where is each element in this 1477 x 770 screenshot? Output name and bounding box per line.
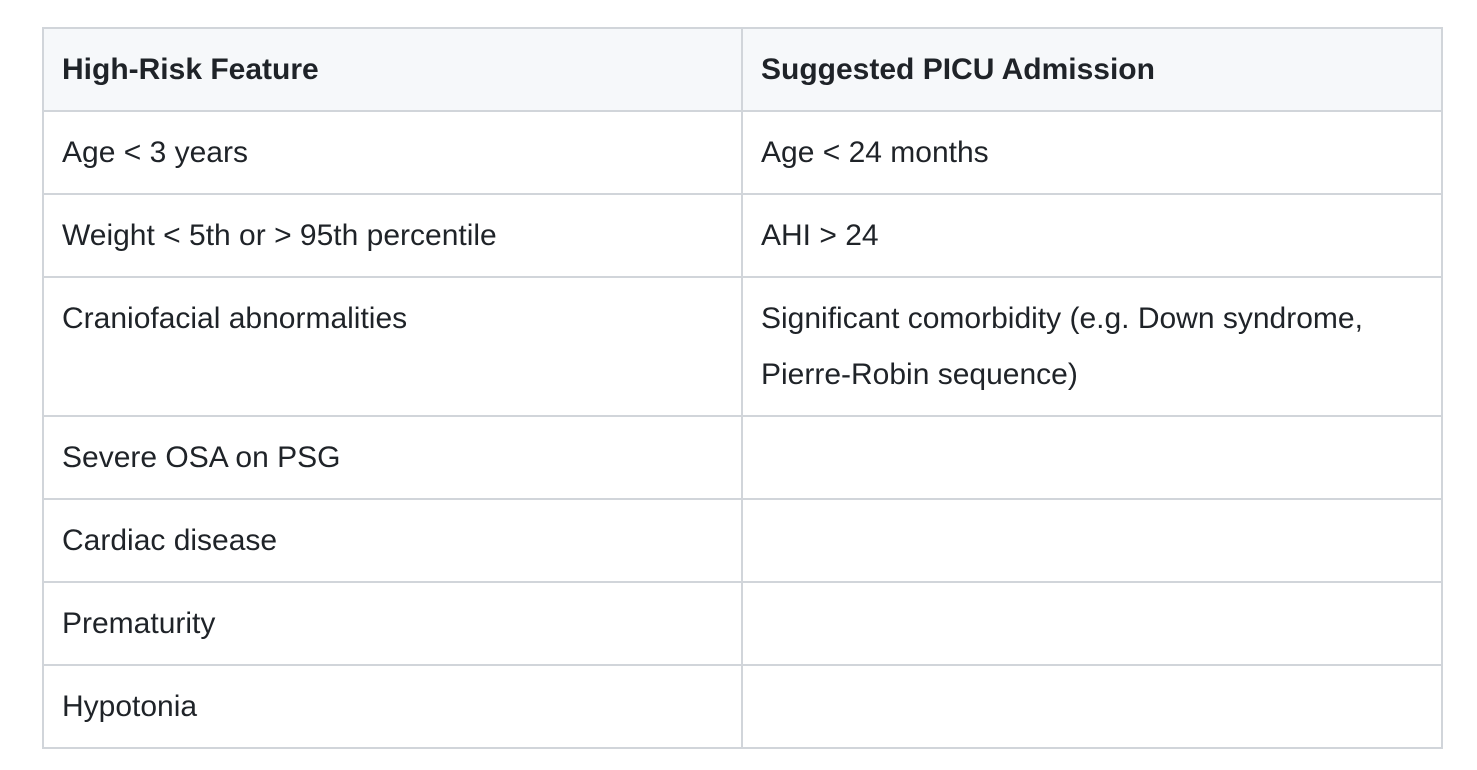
table-cell [741, 581, 1443, 666]
table-cell: Prematurity [42, 581, 743, 666]
header-suggested-picu-admission: Suggested PICU Admission [741, 27, 1443, 112]
table-row: Cardiac disease [42, 498, 1443, 583]
table-cell: Age < 24 months [741, 110, 1443, 195]
table-row: Weight < 5th or > 95th percentile AHI > … [42, 193, 1443, 278]
header-high-risk-feature: High-Risk Feature [42, 27, 743, 112]
table-cell [741, 415, 1443, 500]
table-cell: Severe OSA on PSG [42, 415, 743, 500]
table-row: Severe OSA on PSG [42, 415, 1443, 500]
table-cell: AHI > 24 [741, 193, 1443, 278]
table-container: High-Risk Feature Suggested PICU Admissi… [42, 27, 1443, 749]
table-row: Craniofacial abnormalities Significant c… [42, 276, 1443, 417]
table-cell: Hypotonia [42, 664, 743, 749]
table-cell [741, 498, 1443, 583]
table-cell: Weight < 5th or > 95th percentile [42, 193, 743, 278]
risk-table: High-Risk Feature Suggested PICU Admissi… [42, 27, 1443, 749]
table-cell: Cardiac disease [42, 498, 743, 583]
table-cell: Significant comorbidity (e.g. Down syndr… [741, 276, 1443, 417]
table-cell: Craniofacial abnormalities [42, 276, 743, 417]
table-row: Hypotonia [42, 664, 1443, 749]
table-row: Prematurity [42, 581, 1443, 666]
table-row: Age < 3 years Age < 24 months [42, 110, 1443, 195]
table-cell: Age < 3 years [42, 110, 743, 195]
table-header-row: High-Risk Feature Suggested PICU Admissi… [42, 27, 1443, 112]
table-cell [741, 664, 1443, 749]
